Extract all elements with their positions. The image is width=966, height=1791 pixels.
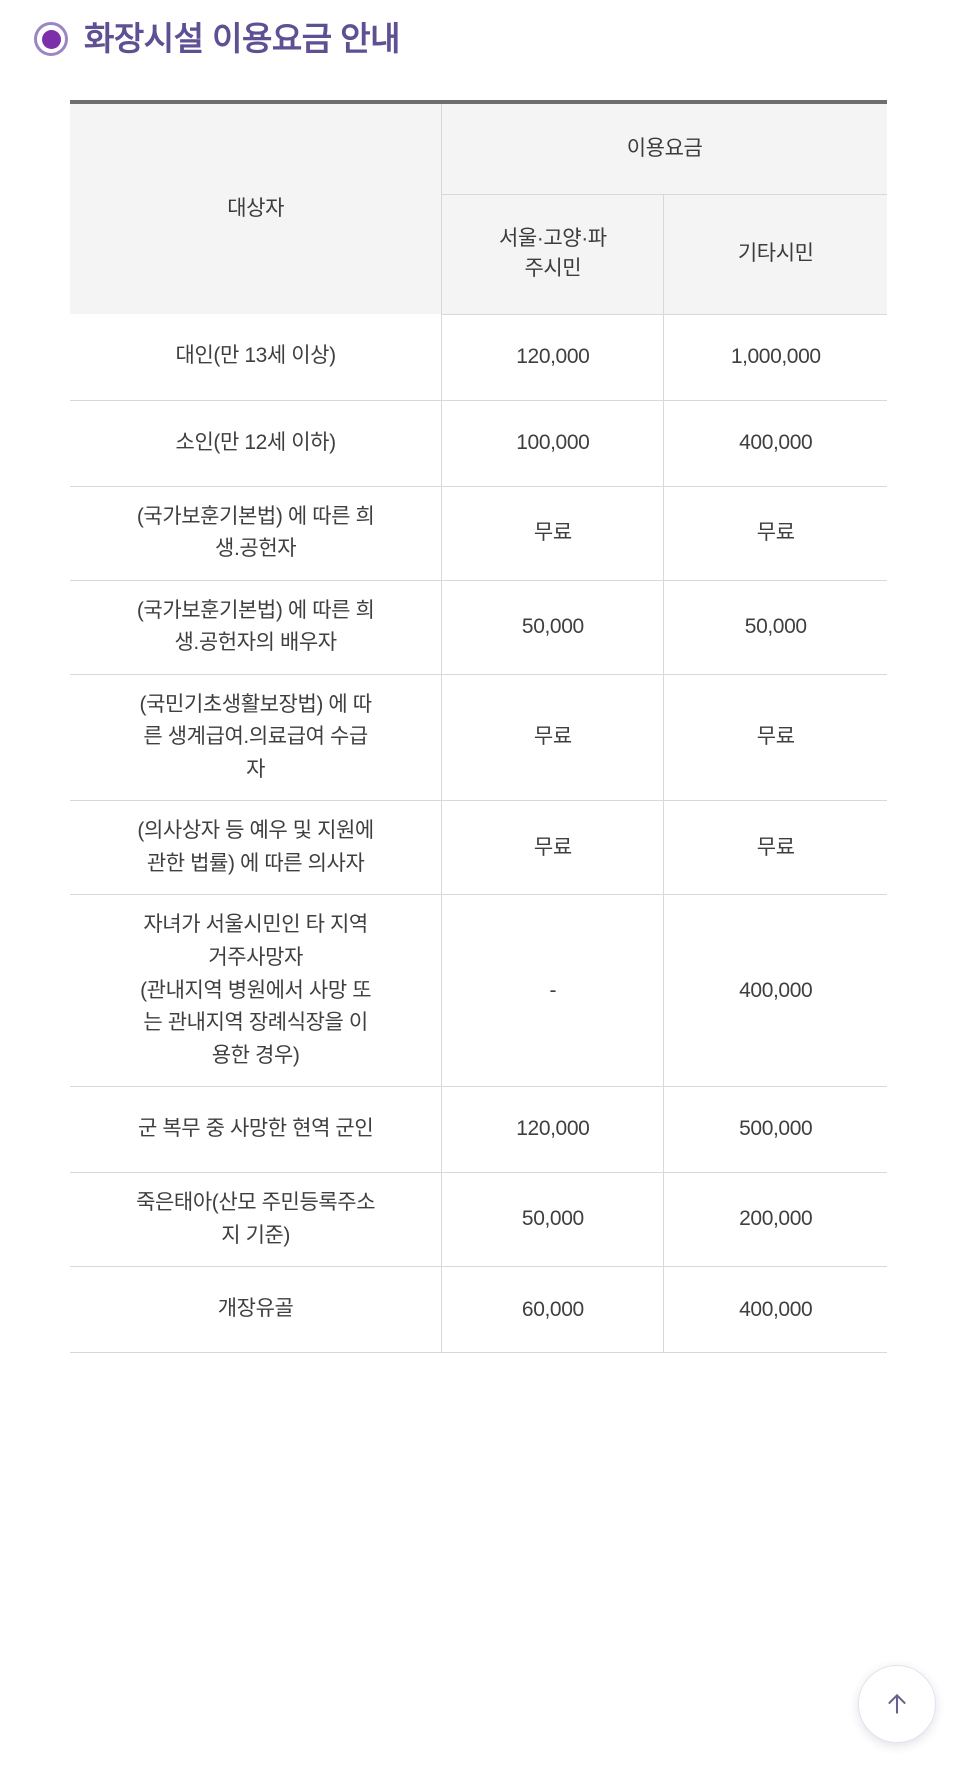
cell-fee-local: 60,000 (441, 1266, 665, 1354)
cell-fee-other: 200,000 (663, 1172, 887, 1268)
cell-target-line: (국민기초생활보장법) 에 따 (139, 692, 373, 716)
cell-target: 대인(만 13세 이상) (70, 314, 443, 401)
column-header-local-citizen: 서울·고양·파 주시민 (441, 194, 665, 315)
cell-target-line: 죽은태아(산모 주민등록주소 (136, 1191, 376, 1215)
cell-fee-other: 무료 (663, 674, 887, 802)
filled-circle-bullet-icon (34, 22, 68, 56)
table-row: 소인(만 12세 이하) 100,000 400,000 (70, 400, 887, 487)
cell-fee-other: 1,000,000 (663, 314, 887, 401)
cell-fee-other: 400,000 (663, 400, 887, 487)
arrow-up-icon (888, 1694, 906, 1714)
cell-fee-local: 120,000 (441, 1086, 665, 1174)
column-header-local-line-1: 서울·고양·파 (498, 226, 607, 250)
cell-target-line: (의사상자 등 예우 및 지원에 (137, 819, 374, 843)
fee-table: 대상자 이용요금 서울·고양·파 주시민 기타시민 대인(만 13세 이상) 12… (70, 100, 887, 1354)
cell-target-line: 자녀가 서울시민인 타 지역 (143, 913, 368, 937)
cell-fee-local: 50,000 (441, 580, 665, 675)
table-row: 군 복무 중 사망한 현역 군인 120,000 500,000 (70, 1086, 887, 1174)
cell-fee-other: 50,000 (663, 580, 887, 675)
cell-target-line: (관내지역 병원에서 사망 또 (140, 978, 372, 1002)
scroll-to-top-button[interactable] (858, 1665, 936, 1743)
table-header-row-2: 서울·고양·파 주시민 기타시민 (70, 194, 887, 315)
cell-target-line: 용한 경우) (211, 1043, 300, 1067)
cell-fee-other: 400,000 (663, 1266, 887, 1354)
cell-target-line: (국가보훈기본법) 에 따른 희 (136, 504, 375, 528)
cell-target-line: 개장유골 (217, 1297, 294, 1321)
cell-fee-other: 무료 (663, 800, 887, 896)
cell-fee-local: 100,000 (441, 400, 665, 487)
table-row: 죽은태아(산모 주민등록주소 지 기준) 50,000 200,000 (70, 1172, 887, 1268)
cell-target: 군 복무 중 사망한 현역 군인 (70, 1086, 443, 1174)
cell-target-line: 생.공헌자의 배우자 (174, 631, 338, 655)
cell-fee-local: 무료 (441, 486, 665, 581)
cell-target-line: 거주사망자 (208, 945, 303, 969)
cell-fee-local: 120,000 (441, 314, 665, 401)
cell-target-line: 지 기준) (221, 1223, 291, 1247)
cell-target-line: (국가보훈기본법) 에 따른 희 (136, 598, 375, 622)
cell-target: 개장유골 (70, 1266, 443, 1354)
column-header-other-citizen: 기타시민 (663, 194, 887, 315)
cell-fee-other: 400,000 (663, 894, 887, 1088)
column-header-target: 대상자 (70, 102, 443, 314)
cell-fee-local: 무료 (441, 674, 665, 802)
cell-target-line: 관한 법률) 에 따른 의사자 (146, 851, 365, 875)
table-row: 개장유골 60,000 400,000 (70, 1266, 887, 1354)
cell-target-line: 소인(만 12세 이하) (175, 430, 337, 454)
cell-target-line: 른 생계급여.의료급여 수급 (143, 725, 368, 749)
table-header-row-1: 대상자 이용요금 (70, 102, 887, 314)
cell-fee-local: 50,000 (441, 1172, 665, 1268)
table-row: 대인(만 13세 이상) 120,000 1,000,000 (70, 314, 887, 401)
cell-fee-other: 500,000 (663, 1086, 887, 1174)
table-header: 대상자 이용요금 서울·고양·파 주시민 기타시민 (70, 102, 887, 315)
table-row: (국가보훈기본법) 에 따른 희 생.공헌자 무료 무료 (70, 486, 887, 581)
column-header-local-line-2: 주시민 (524, 257, 582, 280)
cell-target-line: 는 관내지역 장례식장을 이 (143, 1011, 368, 1035)
page-title: 화장시설 이용요금 안내 (84, 19, 400, 57)
fee-table-container: 대상자 이용요금 서울·고양·파 주시민 기타시민 대인(만 13세 이상) 12… (0, 62, 966, 1354)
column-header-fee-group: 이용요금 (441, 102, 887, 195)
cell-target: 소인(만 12세 이하) (70, 400, 443, 487)
cell-fee-local: 무료 (441, 800, 665, 896)
table-row: (국가보훈기본법) 에 따른 희 생.공헌자의 배우자 50,000 50,000 (70, 580, 887, 675)
cell-fee-other: 무료 (663, 486, 887, 581)
cell-fee-local: - (441, 894, 665, 1088)
table-body: 대인(만 13세 이상) 120,000 1,000,000 소인(만 12세 이하)… (70, 314, 887, 1354)
cell-target-line: 자 (246, 757, 266, 781)
cell-target-line: 군 복무 중 사망한 현역 군인 (137, 1117, 374, 1141)
table-row: (의사상자 등 예우 및 지원에 관한 법률) 에 따른 의사자 무료 무료 (70, 800, 887, 896)
page-header: 화장시설 이용요금 안내 (0, 0, 966, 62)
cell-target-line: 생.공헌자 (215, 537, 297, 561)
cell-target-line: 대인(만 13세 이상) (175, 344, 337, 368)
